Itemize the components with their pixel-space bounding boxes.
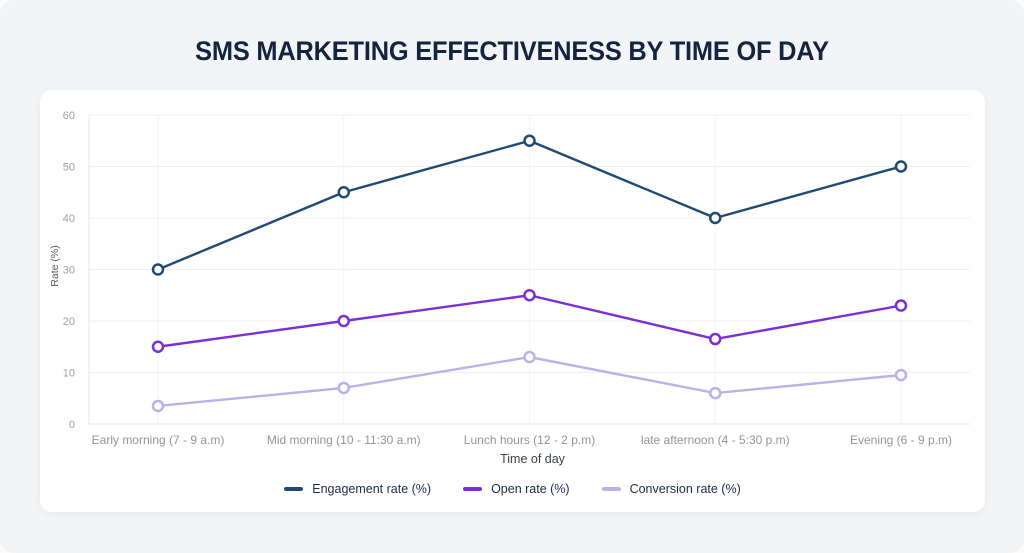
y-tick-label: 30 (63, 265, 75, 277)
data-point (523, 289, 536, 302)
data-point (523, 134, 536, 147)
data-point (894, 160, 908, 173)
data-point (709, 211, 722, 225)
x-axis-title: Time of day (500, 452, 565, 466)
legend-item: Conversion rate (%) (601, 482, 741, 496)
x-tick-label: Early morning (7 - 9 a.m) (92, 433, 225, 447)
chart-legend: Engagement rate (%) Open rate (%) Conversi… (40, 482, 985, 496)
y-tick-label: 10 (63, 368, 75, 380)
data-point (894, 368, 908, 382)
legend-label: Engagement rate (%) (312, 482, 432, 496)
data-point (337, 381, 350, 395)
data-point (151, 263, 165, 276)
legend-label: Conversion rate (%) (629, 482, 741, 496)
x-tick-label: Mid morning (10 - 11:30 a.m) (267, 433, 421, 447)
chart-title: SMS MARKETING EFFECTIVENESS BY TIME OF D… (195, 36, 829, 66)
legend-label: Open rate (%) (491, 482, 570, 496)
data-point (151, 399, 165, 413)
data-point (523, 350, 536, 364)
legend-swatch (284, 487, 304, 491)
legend-swatch (601, 487, 621, 491)
y-tick-label: 40 (63, 213, 75, 225)
chart-panel: 0 10 20 30 40 50 60 Early morning (7 - 9 a.m) Mi… (40, 90, 985, 512)
data-point (709, 332, 722, 346)
data-point (337, 314, 350, 328)
data-point (709, 386, 722, 400)
x-tick-label: late afternoon (4 - 5:30 p.m) (641, 433, 790, 447)
y-tick-label: 50 (63, 162, 75, 174)
y-tick-label: 60 (63, 110, 75, 122)
y-tick-label: 0 (69, 419, 75, 431)
data-point (337, 186, 350, 199)
legend-item: Engagement rate (%) (284, 482, 431, 496)
legend-item: Open rate (%) (463, 482, 570, 496)
x-tick-label: Evening (6 - 9 p.m) (850, 433, 952, 447)
line-chart: 0 10 20 30 40 50 60 Early morning (7 - 9 a.m) Mi… (63, 110, 970, 447)
y-axis-title: Rate (%) (49, 245, 61, 287)
y-tick-label: 20 (63, 316, 75, 328)
legend-swatch (463, 487, 483, 491)
data-point (894, 299, 908, 312)
data-point (151, 340, 165, 353)
x-tick-label: Lunch hours (12 - 2 p.m) (464, 433, 595, 447)
